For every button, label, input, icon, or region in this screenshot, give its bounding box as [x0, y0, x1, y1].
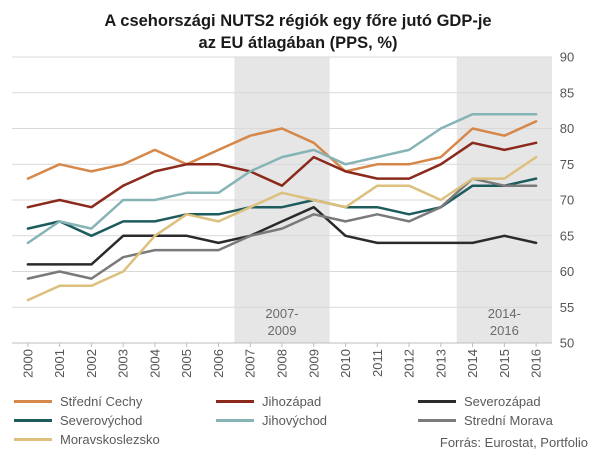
chart-title: A csehországi NUTS2 régiók egy főre jutó…	[104, 12, 491, 52]
x-tick-label: 2002	[84, 349, 99, 378]
y-tick-label: 60	[560, 264, 574, 279]
y-tick-label: 50	[560, 336, 574, 351]
shaded-period-label: 2014-	[488, 306, 521, 321]
x-tick-label: 2000	[20, 349, 35, 378]
x-tick-label: 2009	[306, 349, 321, 378]
y-tick-label: 90	[560, 50, 574, 65]
x-tick-label: 2005	[179, 349, 194, 378]
y-tick-label: 75	[560, 157, 574, 172]
series-line	[26, 205, 538, 266]
x-tick-label: 2008	[275, 349, 290, 378]
x-tick-label: 2004	[147, 349, 162, 378]
x-tick-label: 2003	[116, 349, 131, 378]
chart-title-line: az EU átlagában (PPS, %)	[199, 34, 398, 52]
legend-label: Severozápad	[464, 394, 541, 409]
legend: Střední Cechy Jihozápad Severozápad Severov…	[14, 394, 554, 447]
legend-label: Střední Cechy	[60, 394, 143, 409]
x-tick-label: 2010	[338, 349, 353, 378]
y-axis-ticks: 50 55 60 65 70 75 80 85 90	[560, 50, 574, 351]
shaded-period-label: 2016	[490, 323, 519, 338]
legend-label: Severovýchod	[60, 413, 142, 428]
y-tick-label: 65	[560, 228, 574, 243]
legend-label: Strední Morava	[464, 413, 554, 428]
x-tick-label: 2013	[433, 349, 448, 378]
x-tick-label: 2015	[497, 349, 512, 378]
y-tick-label: 80	[560, 121, 574, 136]
x-axis-ticks: 2000 2001 2002 2003 2004 2005 2006 2007 2008 2009…	[20, 343, 544, 378]
legend-label: Jihovýchod	[262, 413, 327, 428]
series-line	[26, 177, 538, 280]
series-line	[26, 177, 538, 238]
y-tick-label: 70	[560, 193, 574, 208]
series-line	[26, 141, 538, 209]
x-tick-label: 2014	[465, 349, 480, 378]
y-tick-label: 55	[560, 300, 574, 315]
x-tick-label: 2006	[211, 349, 226, 378]
shaded-period-label: 2007-	[265, 306, 298, 321]
x-tick-label: 2016	[529, 349, 544, 378]
legend-label: Moravskoslezsko	[60, 432, 160, 447]
y-tick-label: 85	[560, 85, 574, 100]
series-line	[26, 155, 538, 302]
series-line	[26, 112, 538, 245]
x-tick-label: 2012	[402, 349, 417, 378]
shaded-period-label: 2009	[268, 323, 297, 338]
series-line	[26, 120, 538, 180]
x-tick-label: 2007	[243, 349, 258, 378]
source-note: Forrás: Eurostat, Portfolio	[440, 435, 588, 450]
legend-label: Jihozápad	[262, 394, 321, 409]
x-tick-label: 2011	[370, 349, 385, 377]
x-tick-label: 2001	[52, 349, 67, 378]
chart-title-line: A csehországi NUTS2 régiók egy főre jutó…	[104, 12, 491, 30]
series-lines	[26, 112, 538, 302]
